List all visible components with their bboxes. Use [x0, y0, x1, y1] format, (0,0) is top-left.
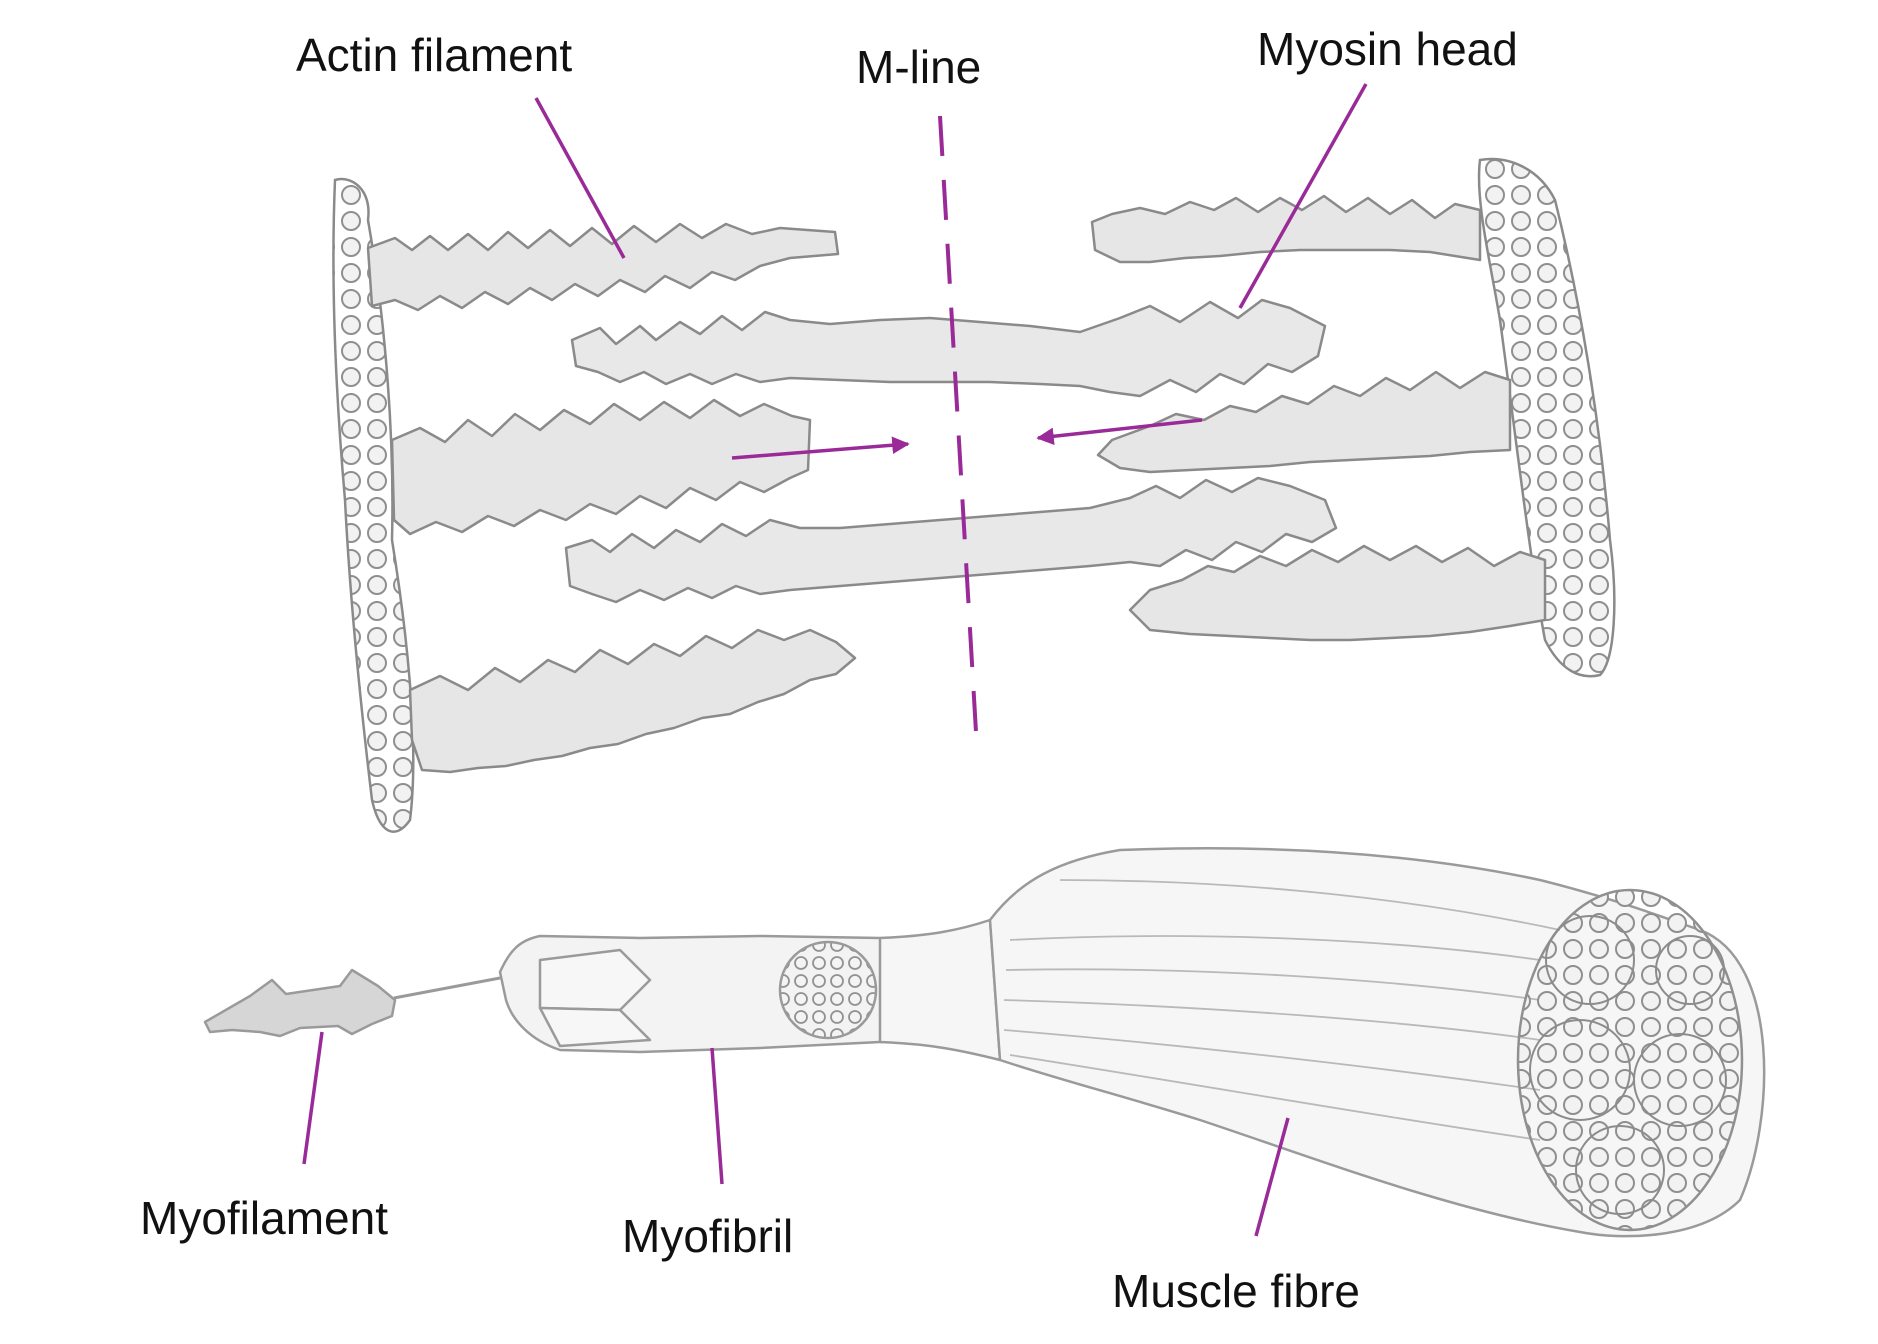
myosin-head-label: Myosin head	[1257, 23, 1518, 75]
myofibril-cross-section	[778, 940, 878, 1040]
sarcomere-sketch	[332, 157, 1616, 833]
muscle-fibre-sketch	[203, 847, 1766, 1238]
left-contraction-arrow	[731, 436, 910, 460]
right-contraction-arrow	[1036, 418, 1203, 445]
myosin-leader-line	[1238, 83, 1368, 309]
actin-filament	[390, 398, 812, 536]
fibre-striations	[1003, 879, 1561, 1141]
actin-filament-label: Actin filament	[296, 29, 573, 81]
actin-leader-line	[534, 97, 626, 259]
myofilament-leader-line	[302, 1031, 324, 1165]
muscle-fibre-label: Muscle fibre	[1112, 1265, 1360, 1317]
m-line	[938, 115, 978, 733]
fascicle-outlines	[1529, 915, 1727, 1215]
myofilament-thread	[393, 976, 501, 1000]
actin-filament	[1128, 544, 1547, 642]
myofibril-label: Myofibril	[622, 1210, 794, 1262]
actin-filament	[366, 222, 840, 312]
muscle-fibre-leader-line	[1254, 1117, 1290, 1237]
left-actin-filaments	[366, 222, 857, 774]
myosin-filament	[564, 476, 1338, 604]
m-line-label: M-line	[856, 41, 982, 93]
myosin-filaments	[564, 298, 1338, 604]
fibre-neck	[878, 918, 1002, 1062]
myofibril-segment	[538, 948, 652, 1012]
myofibril-leader-line	[710, 1047, 724, 1185]
right-actin-filaments	[1090, 194, 1547, 642]
myosin-filament	[570, 298, 1327, 398]
myofibril-segment	[538, 1006, 652, 1048]
actin-filament	[408, 628, 857, 774]
myofilament-sketch	[203, 968, 397, 1038]
right-z-disc	[1477, 157, 1616, 678]
actin-filament	[1096, 370, 1512, 474]
myofilament-label: Myofilament	[140, 1192, 388, 1244]
